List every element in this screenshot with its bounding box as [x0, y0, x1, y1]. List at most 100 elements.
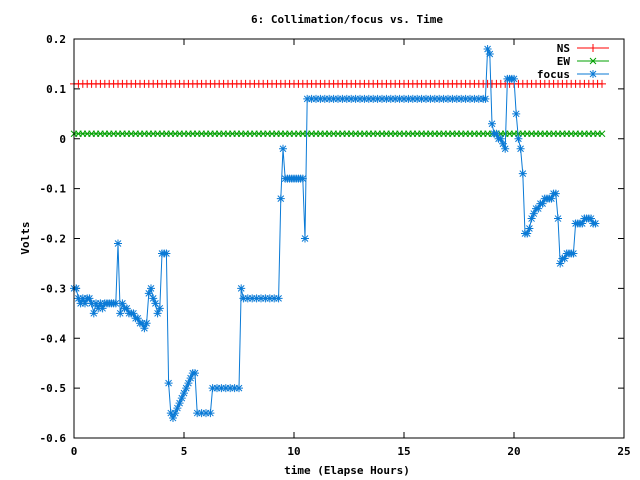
data-point-focus: [551, 189, 560, 198]
data-point-focus: [230, 384, 239, 393]
chart-title: 6: Collimation/focus vs. Time: [251, 13, 443, 26]
data-point-focus: [151, 299, 160, 308]
legend-label-focus: focus: [537, 68, 570, 81]
y-tick-label: 0: [59, 133, 66, 146]
data-point-focus: [213, 384, 221, 393]
data-point-focus: [166, 409, 175, 418]
data-point-focus: [422, 94, 430, 103]
data-point-focus: [175, 399, 184, 408]
data-point-focus: [182, 384, 191, 393]
data-point-focus: [87, 299, 96, 308]
data-point-focus: [485, 49, 494, 58]
data-point-focus: [72, 284, 81, 293]
data-point-focus: [193, 409, 202, 418]
data-point-focus: [320, 94, 329, 103]
data-point-focus: [217, 384, 226, 393]
legend-label-ns: NS: [557, 42, 570, 55]
y-tick-label: -0.5: [40, 382, 67, 395]
data-point-focus: [499, 139, 507, 148]
data-point-focus: [492, 129, 501, 138]
data-point-focus: [78, 294, 87, 303]
data-point-ns: [598, 79, 606, 88]
x-axis-label: time (Elapse Hours): [284, 464, 410, 477]
data-point-focus: [435, 94, 444, 103]
data-point-focus: [408, 94, 417, 103]
data-point-focus: [510, 74, 518, 83]
data-point-focus: [270, 294, 279, 303]
data-point-focus: [569, 249, 578, 258]
data-point-focus: [347, 94, 356, 103]
data-point-focus: [444, 94, 452, 103]
legend-marker-focus: [589, 70, 597, 78]
data-point-focus: [186, 374, 195, 383]
y-tick-label: -0.3: [40, 282, 67, 295]
x-tick-label: 15: [397, 445, 410, 458]
data-point-focus: [529, 209, 538, 218]
data-point-focus: [149, 294, 158, 303]
data-point-focus: [338, 94, 347, 103]
series-layer: [70, 44, 606, 423]
data-point-ew: [598, 130, 606, 138]
data-point-focus: [122, 304, 131, 313]
data-point-focus: [512, 109, 521, 118]
data-point-focus: [395, 94, 404, 103]
data-point-focus: [261, 294, 270, 303]
data-point-focus: [252, 294, 261, 303]
data-point-focus: [177, 394, 186, 403]
data-point-focus: [307, 94, 316, 103]
data-point-focus: [329, 94, 338, 103]
data-point-focus: [342, 94, 351, 103]
data-point-focus: [325, 94, 334, 103]
data-point-focus: [184, 379, 193, 388]
data-point-focus: [298, 174, 307, 183]
data-point-focus: [235, 384, 243, 393]
data-point-focus: [303, 94, 312, 103]
data-point-focus: [111, 299, 120, 308]
data-point-focus: [85, 294, 94, 303]
data-point-focus: [404, 94, 413, 103]
data-point-focus: [81, 299, 89, 308]
data-point-focus: [466, 94, 474, 103]
data-point-focus: [413, 94, 422, 103]
y-tick-label: -0.6: [40, 432, 67, 445]
data-point-focus: [452, 94, 461, 103]
data-point-focus: [400, 94, 408, 103]
data-point-focus: [164, 379, 173, 388]
data-point-focus: [373, 94, 382, 103]
data-point-focus: [356, 94, 364, 103]
data-point-focus: [426, 94, 435, 103]
x-tick-label: 5: [181, 445, 188, 458]
data-point-focus: [481, 94, 490, 103]
data-point-focus: [248, 294, 257, 303]
data-point-focus: [560, 254, 569, 263]
data-point-focus: [208, 384, 217, 393]
data-point-focus: [138, 319, 147, 328]
y-tick-label: -0.2: [40, 233, 67, 246]
data-point-focus: [140, 324, 149, 333]
data-point-focus: [391, 94, 400, 103]
y-tick-label: -0.1: [40, 183, 67, 196]
data-point-focus: [276, 194, 285, 203]
legend-marker-ew: [589, 57, 597, 65]
data-point-focus: [89, 309, 98, 318]
y-tick-label: 0.1: [46, 83, 66, 96]
y-axis-label: Volts: [19, 221, 32, 254]
x-tick-label: 25: [617, 445, 630, 458]
data-point-focus: [488, 119, 496, 128]
data-point-focus: [169, 414, 177, 423]
data-point-focus: [457, 94, 466, 103]
data-point-focus: [518, 169, 527, 178]
data-point-focus: [155, 304, 164, 313]
data-point-focus: [94, 304, 103, 313]
data-point-focus: [496, 134, 505, 143]
data-point-focus: [301, 234, 309, 243]
data-point-focus: [153, 309, 162, 318]
y-tick-label: 0.2: [46, 33, 66, 46]
data-point-focus: [92, 299, 100, 308]
data-point-focus: [257, 294, 265, 303]
data-point-focus: [239, 294, 248, 303]
data-point-focus: [514, 134, 523, 143]
data-point-focus: [147, 284, 155, 293]
